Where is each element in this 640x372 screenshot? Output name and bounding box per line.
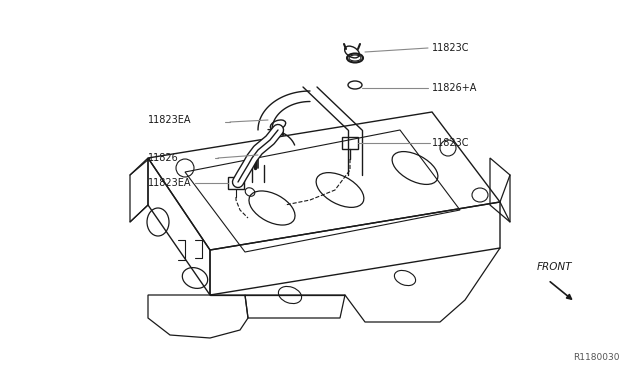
- Bar: [228, 177, 244, 189]
- Bar: [342, 137, 358, 149]
- Text: 11823EA: 11823EA: [148, 178, 191, 188]
- Text: 11823C: 11823C: [432, 138, 470, 148]
- Text: 11823C: 11823C: [432, 43, 470, 53]
- Text: 11823EA: 11823EA: [148, 115, 191, 125]
- Text: R1180030: R1180030: [573, 353, 620, 362]
- Text: 11826: 11826: [148, 153, 179, 163]
- Text: FRONT: FRONT: [537, 262, 573, 272]
- Text: 11826+A: 11826+A: [432, 83, 477, 93]
